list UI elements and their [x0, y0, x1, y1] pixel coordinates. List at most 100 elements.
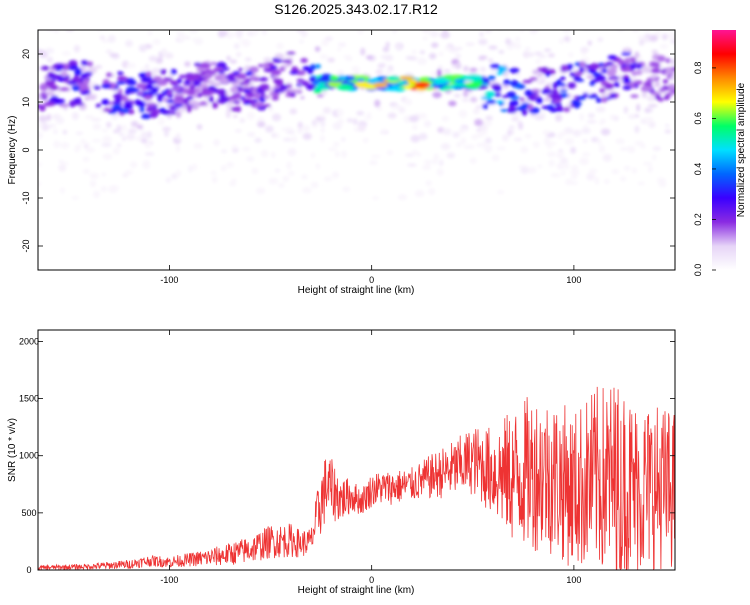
heatmap-cell — [187, 106, 192, 112]
heatmap-cell — [76, 132, 84, 135]
heatmap-cell — [117, 71, 124, 75]
heatmap-cell — [663, 95, 669, 100]
heatmap-cell — [485, 137, 492, 143]
heatmap-cell — [122, 137, 126, 141]
heatmap-cell — [579, 113, 584, 121]
heatmap-cell — [248, 18, 252, 21]
heatmap-cell — [507, 129, 512, 136]
heatmap-cell — [278, 183, 285, 188]
heatmap-cell — [633, 26, 639, 32]
heatmap-cell — [483, 144, 489, 147]
heatmap-cell — [632, 168, 637, 174]
heatmap-cell — [647, 96, 656, 102]
heatmap-cell — [320, 135, 325, 143]
heatmap-cell — [335, 151, 340, 157]
heatmap-cell — [559, 131, 568, 135]
heatmap-cell — [247, 112, 255, 120]
heatmap-cell — [296, 83, 302, 86]
heatmap-cell — [189, 28, 198, 33]
heatmap-cell — [186, 75, 195, 82]
heatmap-cell — [342, 187, 350, 192]
heatmap-cell — [226, 110, 231, 118]
heatmap-cell — [481, 97, 492, 100]
heatmap-cell — [303, 125, 310, 132]
heatmap-cell — [71, 0, 78, 5]
heatmap-cell — [410, 135, 420, 143]
heatmap-cell — [628, 114, 636, 119]
heatmap-cell — [312, 120, 317, 125]
heatmap-cell — [86, 147, 95, 153]
heatmap-cell — [652, 50, 658, 54]
heatmap-cell — [589, 63, 600, 70]
heatmap-cell — [540, 67, 549, 74]
heatmap-cell — [392, 28, 396, 34]
heatmap-cell — [425, 180, 432, 186]
heatmap-cell — [275, 169, 281, 172]
heatmap-cell — [113, 130, 120, 134]
heatmap-cell — [543, 7, 552, 12]
heatmap-cell — [216, 10, 223, 16]
heatmap-cell — [665, 124, 669, 127]
heatmap-cell — [488, 45, 497, 49]
heatmap-cell — [373, 83, 387, 88]
heatmap-cell — [52, 65, 57, 68]
heatmap-cell — [302, 187, 312, 193]
heatmap-cell — [520, 98, 525, 102]
heatmap-cell — [260, 84, 270, 90]
heatmap-cell — [230, 87, 238, 93]
heatmap-cell — [234, 43, 240, 49]
heatmap-cell — [188, 100, 199, 105]
heatmap-cell — [112, 101, 121, 105]
heatmap-cell — [151, 109, 159, 116]
heatmap-cell — [301, 174, 308, 179]
heatmap-cell — [448, 101, 456, 107]
heatmap-cell — [100, 186, 107, 192]
heatmap-cell — [106, 50, 113, 54]
heatmap-cell — [546, 13, 550, 17]
heatmap-cell — [580, 47, 589, 53]
heatmap-cell — [250, 101, 255, 105]
heatmap-cell — [511, 3, 517, 9]
heatmap-cell — [371, 155, 381, 158]
heatmap-cell — [178, 33, 186, 40]
heatmap-cell — [156, 77, 162, 83]
heatmap-cell — [563, 93, 569, 97]
heatmap-cell — [147, 131, 152, 138]
heatmap-cell — [116, 81, 126, 85]
heatmap-cell — [568, 52, 574, 57]
heatmap-cell — [153, 39, 161, 45]
heatmap-cell — [502, 134, 509, 141]
heatmap-cell — [442, 128, 451, 135]
heatmap-cell — [614, 81, 620, 87]
heatmap-cell — [651, 68, 661, 73]
heatmap-cell — [470, 97, 477, 103]
heatmap-cell — [671, 6, 679, 11]
heatmap-cell — [525, 134, 532, 139]
heatmap-cell — [126, 19, 131, 23]
heatmap-cell — [582, 152, 591, 156]
heatmap-cell — [588, 113, 595, 118]
heatmap-cell — [571, 100, 579, 104]
heatmap-y-tick-label: -10 — [21, 191, 31, 204]
heatmap-cell — [265, 126, 274, 133]
heatmap-cell — [595, 75, 605, 82]
heatmap-cell — [101, 84, 111, 89]
heatmap-cell — [642, 66, 651, 73]
heatmap-cell — [87, 61, 93, 66]
heatmap-cell — [152, 71, 157, 76]
heatmap-cell — [525, 47, 531, 50]
heatmap-cell — [58, 164, 66, 172]
heatmap-cell — [665, 58, 670, 63]
heatmap-cell — [520, 146, 528, 153]
heatmap-cell — [621, 52, 631, 55]
snr-y-axis-label: SNR (10 * v/v) — [7, 418, 18, 482]
heatmap-cell — [226, 56, 231, 61]
heatmap-cell — [221, 3, 229, 8]
heatmap-cell — [245, 78, 251, 82]
heatmap-cell — [529, 28, 538, 35]
heatmap-cell — [497, 146, 506, 150]
heatmap-cell — [213, 83, 220, 87]
heatmap-cell — [567, 82, 576, 88]
heatmap-cell — [509, 126, 515, 129]
